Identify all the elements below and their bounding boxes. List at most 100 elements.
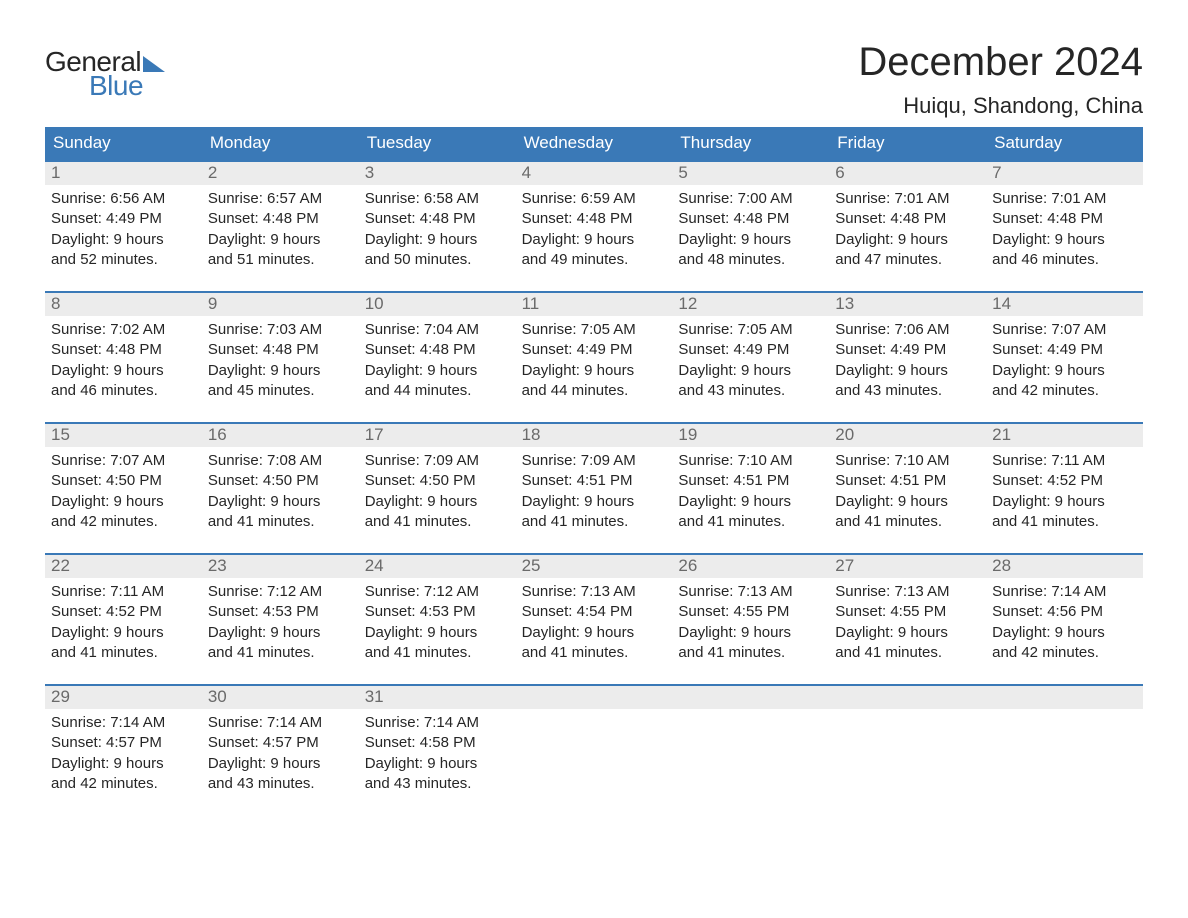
daylight-label: Daylight: [992, 624, 1055, 641]
sunset-line: Sunset: 4:58 PM [365, 733, 510, 753]
minutes-word: minutes. [415, 644, 472, 661]
daylight-minutes-value: 41 [864, 513, 881, 530]
day-number: 19 [672, 424, 829, 447]
calendar-day-cell: Sunrise: 7:11 AMSunset: 4:52 PMDaylight:… [45, 578, 202, 668]
day-number: 24 [359, 555, 516, 578]
month-title: December 2024 [858, 40, 1143, 85]
minutes-word: minutes. [1042, 513, 1099, 530]
sunset-value: 4:49 PM [106, 210, 162, 227]
sunset-line: Sunset: 4:52 PM [992, 471, 1137, 491]
and-word: and [992, 644, 1017, 661]
sunset-label: Sunset: [992, 603, 1047, 620]
sunset-value: 4:50 PM [420, 472, 476, 489]
sunset-value: 4:48 PM [420, 341, 476, 358]
sunrise-label: Sunrise: [51, 190, 110, 207]
sunset-label: Sunset: [678, 210, 733, 227]
sunset-label: Sunset: [522, 341, 577, 358]
sunset-value: 4:48 PM [263, 341, 319, 358]
sunset-line: Sunset: 4:53 PM [208, 602, 353, 622]
header: General Blue December 2024 Huiqu, Shando… [45, 40, 1143, 119]
daylight-minutes-value: 52 [80, 251, 97, 268]
sunrise-line: Sunrise: 7:14 AM [365, 713, 510, 733]
sunrise-line: Sunrise: 7:14 AM [992, 582, 1137, 602]
and-word: and [678, 382, 703, 399]
sunrise-line: Sunrise: 6:58 AM [365, 189, 510, 209]
minutes-word: minutes. [1042, 382, 1099, 399]
sunset-line: Sunset: 4:57 PM [208, 733, 353, 753]
calendar-day-cell: Sunrise: 7:10 AMSunset: 4:51 PMDaylight:… [672, 447, 829, 537]
sunset-line: Sunset: 4:49 PM [992, 340, 1137, 360]
daylight-hours-value: 9 [584, 231, 592, 248]
daylight-line-2: and 41 minutes. [522, 512, 667, 532]
daylight-minutes-value: 44 [394, 382, 411, 399]
day-number: 30 [202, 686, 359, 709]
daylight-line-2: and 43 minutes. [208, 774, 353, 794]
daylight-minutes-value: 43 [864, 382, 881, 399]
sunrise-label: Sunrise: [208, 321, 267, 338]
calendar-day-cell: Sunrise: 6:58 AMSunset: 4:48 PMDaylight:… [359, 185, 516, 275]
day-number: 11 [516, 293, 673, 316]
daylight-label: Daylight: [365, 231, 428, 248]
sunrise-label: Sunrise: [835, 321, 894, 338]
sunset-label: Sunset: [365, 341, 420, 358]
daylight-line-1: Daylight: 9 hours [51, 492, 196, 512]
sunset-value: 4:58 PM [420, 734, 476, 751]
sunset-line: Sunset: 4:48 PM [835, 209, 980, 229]
daylight-minutes-value: 43 [237, 775, 254, 792]
sunset-line: Sunset: 4:48 PM [992, 209, 1137, 229]
and-word: and [51, 775, 76, 792]
sunset-value: 4:56 PM [1047, 603, 1103, 620]
minutes-word: minutes. [572, 513, 629, 530]
daylight-line-1: Daylight: 9 hours [835, 492, 980, 512]
minutes-word: minutes. [1042, 644, 1099, 661]
daylight-line-1: Daylight: 9 hours [208, 754, 353, 774]
daylight-minutes-value: 41 [1021, 513, 1038, 530]
and-word: and [365, 251, 390, 268]
daylight-line-2: and 47 minutes. [835, 250, 980, 270]
sunrise-line: Sunrise: 7:10 AM [835, 451, 980, 471]
sunset-line: Sunset: 4:56 PM [992, 602, 1137, 622]
sunrise-value: 7:14 AM [267, 714, 322, 731]
minutes-word: minutes. [885, 644, 942, 661]
minutes-word: minutes. [885, 251, 942, 268]
day-number: 29 [45, 686, 202, 709]
sunset-line: Sunset: 4:54 PM [522, 602, 667, 622]
sunrise-line: Sunrise: 7:05 AM [522, 320, 667, 340]
daynum-row: 22232425262728 [45, 555, 1143, 578]
sunset-label: Sunset: [992, 210, 1047, 227]
calendar-day-cell: Sunrise: 7:09 AMSunset: 4:50 PMDaylight:… [359, 447, 516, 537]
hours-word: hours [440, 362, 478, 379]
daylight-hours-value: 9 [427, 493, 435, 510]
sunrise-line: Sunrise: 7:09 AM [365, 451, 510, 471]
calendar-day-cell: Sunrise: 7:11 AMSunset: 4:52 PMDaylight:… [986, 447, 1143, 537]
daylight-line-2: and 41 minutes. [678, 643, 823, 663]
and-word: and [365, 775, 390, 792]
daylight-minutes-value: 43 [394, 775, 411, 792]
sunset-line: Sunset: 4:48 PM [365, 340, 510, 360]
calendar-day-cell [829, 709, 986, 799]
daylight-line-2: and 43 minutes. [678, 381, 823, 401]
minutes-word: minutes. [258, 644, 315, 661]
calendar-day-cell: Sunrise: 7:05 AMSunset: 4:49 PMDaylight:… [516, 316, 673, 406]
daylight-hours-value: 9 [114, 493, 122, 510]
daylight-minutes-value: 46 [1021, 251, 1038, 268]
calendar-day-cell: Sunrise: 7:01 AMSunset: 4:48 PMDaylight:… [829, 185, 986, 275]
daylight-line-2: and 48 minutes. [678, 250, 823, 270]
sunrise-value: 7:01 AM [1051, 190, 1106, 207]
sunrise-label: Sunrise: [522, 452, 581, 469]
and-word: and [365, 513, 390, 530]
day-number: 15 [45, 424, 202, 447]
sunrise-line: Sunrise: 6:57 AM [208, 189, 353, 209]
sunrise-line: Sunrise: 7:13 AM [522, 582, 667, 602]
hours-word: hours [126, 624, 164, 641]
day-number: 7 [986, 162, 1143, 185]
daynum-row: 293031 [45, 686, 1143, 709]
daylight-line-2: and 44 minutes. [365, 381, 510, 401]
daylight-line-2: and 41 minutes. [522, 643, 667, 663]
sunset-value: 4:51 PM [733, 472, 789, 489]
calendar-day-cell: Sunrise: 7:13 AMSunset: 4:55 PMDaylight:… [672, 578, 829, 668]
calendar: SundayMondayTuesdayWednesdayThursdayFrid… [45, 127, 1143, 799]
and-word: and [51, 382, 76, 399]
sunrise-line: Sunrise: 7:09 AM [522, 451, 667, 471]
day-number: 25 [516, 555, 673, 578]
